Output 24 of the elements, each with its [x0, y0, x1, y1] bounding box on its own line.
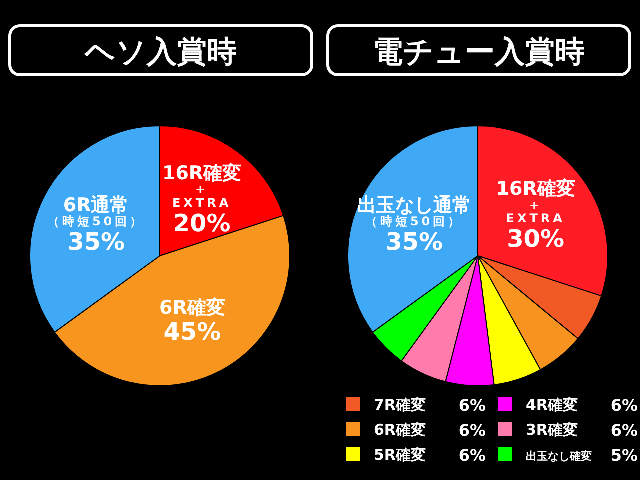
data-label: 45%	[164, 318, 222, 346]
data-label: 6%	[610, 396, 638, 415]
legend-label: 4R確変	[526, 396, 578, 414]
slice-label: 16R確変 + EXTRA	[496, 178, 576, 226]
legend-label: 出玉なし確変	[526, 450, 592, 463]
legend-label: 5R確変	[374, 446, 426, 464]
slice-label: 6R通常（時短50回）	[47, 194, 146, 229]
chart-title: ヘソ入賞時	[84, 35, 237, 70]
data-label: 35%	[68, 228, 126, 256]
data-label: 6%	[458, 446, 486, 465]
data-label: 35%	[386, 228, 444, 256]
data-label: 6%	[610, 421, 638, 440]
legend-label: 3R確変	[526, 421, 578, 439]
data-label: 5%	[610, 446, 638, 465]
data-label: 6%	[458, 396, 486, 415]
slice-label: 出玉なし通常（時短50回）	[357, 194, 472, 229]
legend-label: 7R確変	[374, 396, 426, 414]
slice-label: 6R確変	[160, 297, 226, 320]
data-label: 6%	[458, 421, 486, 440]
data-label: 20%	[173, 209, 231, 238]
slice-label: 16R確変 + EXTRA	[162, 162, 242, 210]
legend-label: 6R確変	[374, 421, 426, 439]
chart-title: 電チュー入賞時	[373, 35, 585, 70]
data-label: 30%	[507, 225, 565, 254]
